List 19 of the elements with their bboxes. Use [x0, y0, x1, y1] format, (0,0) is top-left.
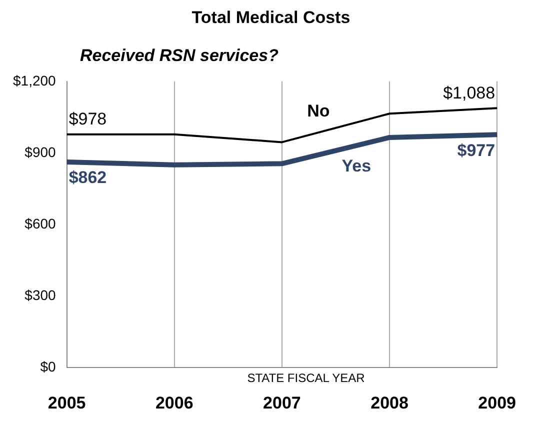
y-tick-label: $1,200 [12, 72, 56, 88]
y-tick-label: $900 [24, 144, 56, 160]
x-tick-label: 2009 [478, 393, 516, 412]
data-label: $978 [68, 110, 107, 129]
data-label: $977 [457, 140, 496, 160]
chart-title: Total Medical Costs [190, 8, 352, 28]
data-label: $862 [68, 168, 107, 188]
series-label: Yes [342, 156, 372, 176]
chart-subtitle: Received RSN services? [80, 46, 278, 66]
y-tick-label: $0 [40, 358, 56, 374]
x-tick-label: 2008 [370, 393, 408, 412]
data-label: $1,088 [443, 83, 496, 102]
x-axis-title: STATE FISCAL YEAR [247, 371, 365, 385]
series-label: No [307, 102, 330, 121]
x-tick-label: 2005 [48, 393, 86, 412]
y-tick-label: $600 [24, 215, 56, 232]
x-tick-label: 2007 [263, 393, 301, 412]
x-tick-label: 2006 [155, 393, 194, 412]
y-tick-label: $300 [24, 286, 56, 303]
